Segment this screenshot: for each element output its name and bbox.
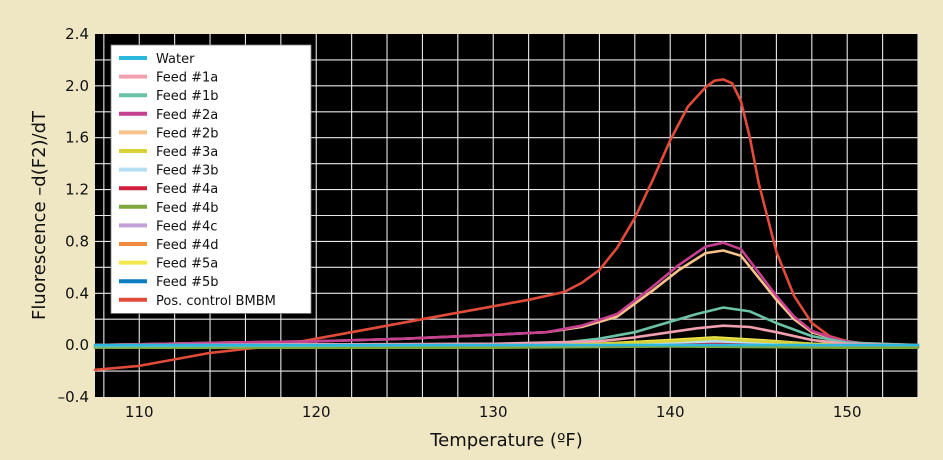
legend-entry: Feed #5a [156,257,218,272]
legend-entry: Feed #4b [156,201,219,216]
y-tick-labels: –0.4 0.0 0.4 0.8 1.2 1.6 2.0 2.4 [58,25,89,406]
series-line-feed-2a [93,241,920,347]
legend-entry: Feed #1a [156,71,218,86]
series-line-feed-3a [93,337,920,347]
legend-entry: Feed #4c [156,219,217,234]
legend-box [110,44,312,314]
y-tick-label: 0.8 [65,232,89,250]
legend-entry: Feed #3a [156,145,218,160]
legend-entry: Feed #1b [156,89,219,104]
x-tick-label: 110 [125,403,154,421]
x-tick-label: 150 [833,403,862,421]
y-tick-label: –0.4 [58,388,89,406]
series-line-feed-1a [93,324,920,347]
legend-entry: Feed #2b [156,126,219,141]
series-line-pos-control-bmbm [93,78,920,372]
legend-entry: Water [156,52,195,67]
y-axis-label: Fluorescence –d(F2)/dT [29,110,50,320]
y-tick-label: 0.0 [65,336,89,354]
legend: Water Feed #1a Feed #1b Feed #2a Feed #2b Fee… [110,44,312,314]
x-tick-labels: 110 120 130 140 150 [125,403,862,421]
y-tick-label: 1.2 [65,181,89,199]
y-tick-label: 2.0 [65,77,89,95]
legend-entry: Feed #3b [156,164,219,179]
legend-entry: Feed #2a [156,108,218,123]
legend-entry: Feed #5b [156,275,219,290]
y-tick-label: 0.4 [65,284,89,302]
x-tick-label: 120 [302,403,331,421]
x-axis-label: Temperature (ºF) [429,430,583,451]
series-lines [93,78,920,372]
legend-entry: Feed #4d [156,238,219,253]
y-tick-label: 1.6 [65,129,89,147]
y-tick-label: 2.4 [65,25,89,43]
x-tick-label: 130 [479,403,508,421]
x-tick-label: 140 [656,403,685,421]
legend-entry: Pos. control BMBM [156,294,276,309]
legend-entry: Feed #4a [156,182,218,197]
